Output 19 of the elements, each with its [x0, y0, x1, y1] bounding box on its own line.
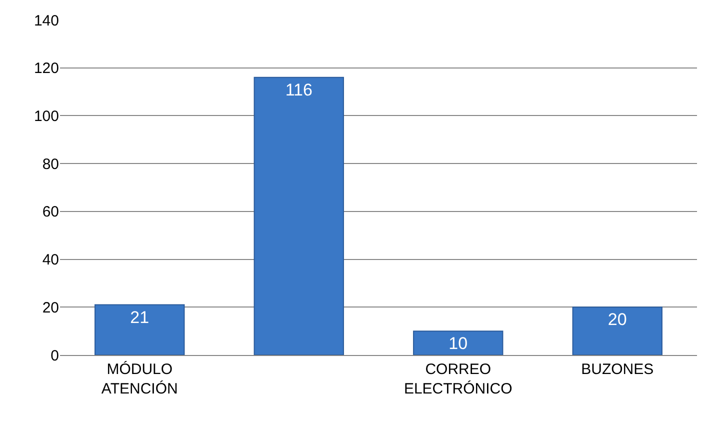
bar: [254, 76, 344, 355]
y-tick-label: 120: [34, 60, 59, 78]
x-tick-label: CORREO ELECTRÓNICO: [404, 361, 512, 398]
y-tick-label: 80: [42, 156, 59, 173]
data-label: 10: [448, 334, 468, 354]
bar: [413, 330, 504, 355]
y-tick-label: 140: [34, 12, 59, 30]
bar: [94, 304, 185, 355]
y-tick-label: 100: [34, 108, 59, 125]
x-tick-label: MÓDULO ATENCIÓN: [101, 360, 178, 398]
y-tick-label: 20: [42, 299, 59, 316]
data-label: 21: [130, 308, 150, 327]
data-label: 116: [285, 80, 312, 100]
y-tick-label: 0: [50, 347, 59, 364]
y-tick-label: 60: [42, 204, 59, 221]
x-tick-label: BUZONES: [581, 361, 654, 378]
data-label: 20: [608, 310, 627, 330]
bar: [572, 306, 662, 355]
y-tick-label: 40: [42, 252, 59, 269]
